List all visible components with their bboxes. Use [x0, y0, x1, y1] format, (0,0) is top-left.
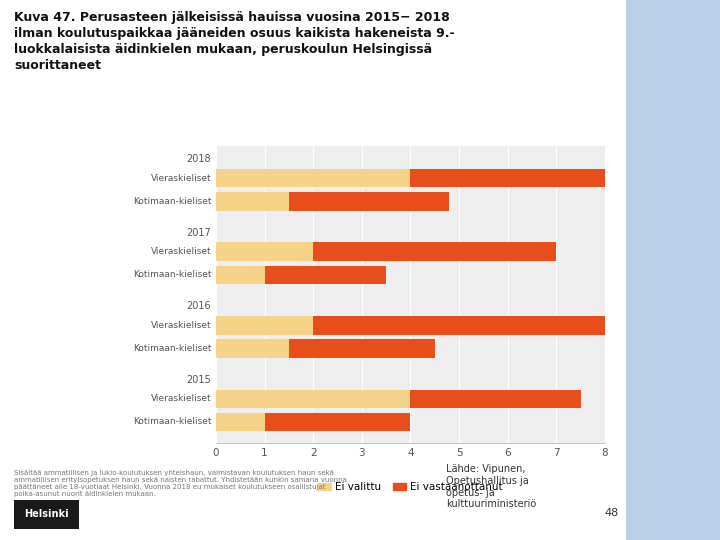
- Text: Helsinki: Helsinki: [24, 509, 69, 519]
- Text: 2015: 2015: [186, 375, 211, 385]
- Text: Kotimaan-kieliset: Kotimaan-kieliset: [132, 197, 211, 206]
- Bar: [216, 339, 289, 357]
- Text: Vieraskieliset: Vieraskieliset: [150, 321, 211, 330]
- Text: Kuva 47. Perusasteen jälkeisissä hauissa vuosina 2015− 2018
ilman koulutuspaikka: Kuva 47. Perusasteen jälkeisissä hauissa…: [14, 11, 455, 72]
- Bar: [410, 389, 580, 408]
- Text: Vieraskieliset: Vieraskieliset: [150, 394, 211, 403]
- Text: 2016: 2016: [186, 301, 211, 312]
- Bar: [410, 169, 629, 187]
- Bar: [265, 413, 410, 431]
- Bar: [216, 169, 410, 187]
- Bar: [289, 339, 435, 357]
- Bar: [216, 242, 313, 261]
- Text: Kotimaan-kieliset: Kotimaan-kieliset: [132, 417, 211, 427]
- Text: Sisältää ammatillisen ja lukio-koulutuksen yhteishaun, valmistavan koulutuksen h: Sisältää ammatillisen ja lukio-koulutuks…: [14, 470, 347, 497]
- Legend: Ei valittu, Ei vastaanottanut: Ei valittu, Ei vastaanottanut: [314, 478, 507, 496]
- Text: Vieraskieliset: Vieraskieliset: [150, 174, 211, 183]
- Bar: [313, 242, 557, 261]
- Bar: [289, 192, 449, 211]
- Bar: [265, 266, 386, 284]
- Text: 48: 48: [605, 508, 619, 518]
- Bar: [216, 413, 265, 431]
- Bar: [216, 192, 289, 211]
- Bar: [216, 389, 410, 408]
- Text: Kotimaan-kieliset: Kotimaan-kieliset: [132, 344, 211, 353]
- Bar: [216, 266, 265, 284]
- Text: 2018: 2018: [186, 154, 211, 164]
- Text: 2017: 2017: [186, 228, 211, 238]
- Bar: [216, 316, 313, 335]
- Text: Kotimaan-kieliset: Kotimaan-kieliset: [132, 271, 211, 279]
- Bar: [313, 316, 605, 335]
- Text: Lähde: Vipunen,
Opetushallitus ja
opetus- ja
kulttuuriministeriö: Lähde: Vipunen, Opetushallitus ja opetus…: [446, 464, 536, 509]
- Text: Vieraskieliset: Vieraskieliset: [150, 247, 211, 256]
